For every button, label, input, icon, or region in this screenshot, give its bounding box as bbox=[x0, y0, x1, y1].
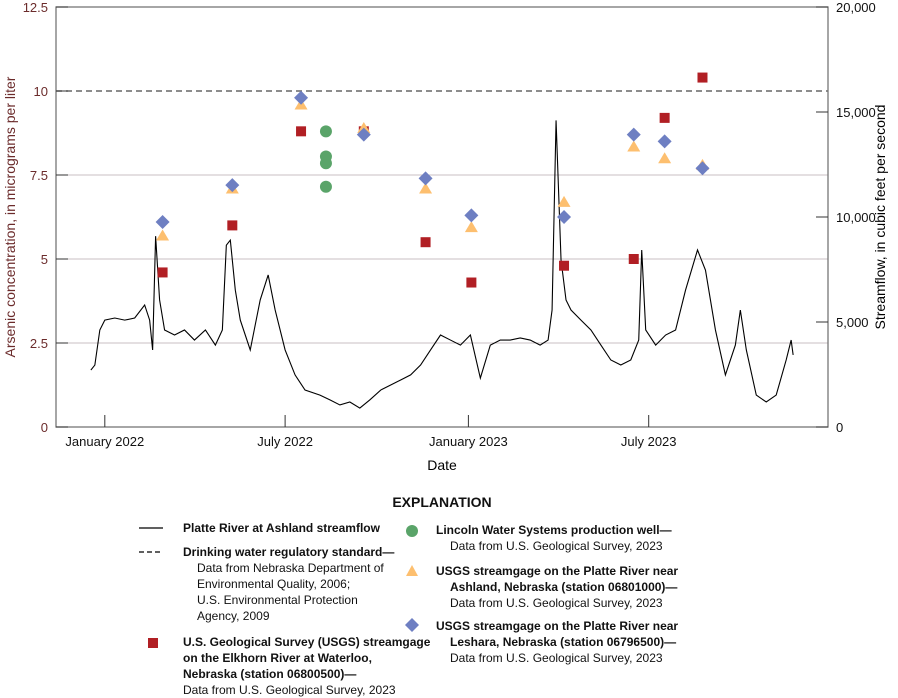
triangle-marker-symbol bbox=[406, 565, 418, 576]
right-axis-tick-label: 10,000 bbox=[836, 210, 876, 225]
lincoln-well-point bbox=[319, 157, 332, 170]
left-axis-tick-label: 12.5 bbox=[23, 0, 48, 15]
legend-elkhorn-source: Data from U.S. Geological Survey, 2023 bbox=[183, 683, 396, 697]
leshara-point bbox=[626, 127, 641, 142]
ashland-point bbox=[627, 140, 641, 152]
left-axis-label: Arsenic concentration, in micrograms per… bbox=[2, 76, 18, 357]
legend-elkhorn-label: U.S. Geological Survey (USGS) streamgage bbox=[183, 635, 431, 649]
leshara-point bbox=[418, 171, 433, 186]
ashland-point bbox=[419, 182, 433, 194]
legend-ashland: USGS streamgage on the Platte River near… bbox=[436, 563, 678, 611]
leshara-point bbox=[225, 178, 240, 193]
legend-ashland-label: Ashland, Nebraska (station 06801000)— bbox=[450, 580, 678, 594]
elkhorn-point bbox=[697, 72, 708, 83]
arsenic-streamflow-chart: 0 2.5 5 7.5 10 12.5 0 5,000 10,000 15,000 20,000 Ja… bbox=[2, 0, 888, 473]
x-axis-label: Date bbox=[427, 457, 457, 473]
elkhorn-point bbox=[296, 126, 307, 137]
legend-elkhorn-label: on the Elkhorn River at Waterloo, bbox=[183, 651, 372, 665]
left-axis-tick-label: 5 bbox=[41, 252, 48, 267]
legend-leshara-source: Data from U.S. Geological Survey, 2023 bbox=[450, 651, 663, 665]
leshara-point bbox=[464, 208, 479, 223]
lincoln-well-point bbox=[319, 180, 332, 193]
x-axis-tick-label: July 2022 bbox=[257, 434, 313, 449]
legend-lincoln-label: Lincoln Water Systems production well— bbox=[436, 523, 672, 537]
left-axis-tick-label: 10 bbox=[34, 84, 48, 99]
left-axis-tick-label: 0 bbox=[41, 420, 48, 435]
legend-streamflow: Platte River at Ashland streamflow bbox=[183, 520, 380, 536]
elkhorn-point bbox=[466, 277, 477, 288]
elkhorn-point bbox=[628, 254, 639, 264]
plot-frame bbox=[55, 6, 829, 428]
legend-standard: Drinking water regulatory standard— Data… bbox=[183, 544, 394, 624]
ashland-point bbox=[464, 221, 478, 233]
legend-elkhorn: U.S. Geological Survey (USGS) streamgage… bbox=[183, 634, 430, 698]
legend-streamflow-label: Platte River at Ashland streamflow bbox=[183, 521, 380, 535]
elkhorn-point bbox=[227, 220, 238, 231]
right-axis-tick-label: 20,000 bbox=[836, 0, 876, 15]
ashland-point bbox=[658, 152, 672, 164]
legend-leshara: USGS streamgage on the Platte River near… bbox=[436, 618, 678, 666]
legend-elkhorn-label: Nebraska (station 06800500)— bbox=[183, 667, 357, 681]
leshara-point bbox=[657, 134, 672, 149]
elkhorn-point bbox=[157, 267, 168, 278]
legend-leshara-label: Leshara, Nebraska (station 06796500)— bbox=[450, 635, 677, 649]
leshara-point bbox=[356, 127, 371, 142]
right-axis-label: Streamflow, in cubic feet per second bbox=[872, 105, 888, 330]
elkhorn-point bbox=[420, 237, 431, 248]
x-axis-tick-label: July 2023 bbox=[621, 434, 677, 449]
elkhorn-point bbox=[659, 112, 670, 123]
right-axis-tick-label: 5,000 bbox=[836, 315, 869, 330]
left-axis-tick-label: 2.5 bbox=[30, 336, 48, 351]
right-axis-tick-label: 15,000 bbox=[836, 105, 876, 120]
legend-ashland-label: USGS streamgage on the Platte River near bbox=[436, 564, 679, 578]
square-marker-symbol bbox=[148, 638, 158, 648]
right-axis-tick-label: 0 bbox=[836, 420, 843, 435]
leshara-point bbox=[155, 215, 170, 230]
legend-leshara-label: USGS streamgage on the Platte River near bbox=[436, 619, 679, 633]
diamond-marker-symbol bbox=[405, 618, 419, 632]
solid-line-symbol bbox=[139, 527, 163, 529]
ashland-point bbox=[357, 121, 371, 133]
x-axis-tick-label: January 2022 bbox=[65, 434, 144, 449]
streamflow-line bbox=[90, 120, 794, 409]
circle-marker-symbol bbox=[406, 525, 418, 537]
legend-standard-label: Drinking water regulatory standard— bbox=[183, 545, 395, 559]
legend-standard-source: U.S. Environmental Protection bbox=[197, 593, 358, 607]
legend-standard-source: Agency, 2009 bbox=[197, 609, 270, 623]
elkhorn-point bbox=[559, 260, 570, 271]
dashed-line-symbol bbox=[139, 551, 163, 553]
x-axis-tick-label: January 2023 bbox=[429, 434, 508, 449]
legend-lincoln-source: Data from U.S. Geological Survey, 2023 bbox=[450, 539, 663, 553]
ashland-point bbox=[156, 229, 170, 241]
legend-ashland-source: Data from U.S. Geological Survey, 2023 bbox=[450, 596, 663, 610]
legend-title: EXPLANATION bbox=[392, 494, 492, 510]
ashland-point bbox=[557, 195, 571, 207]
leshara-point bbox=[557, 210, 572, 224]
legend-standard-source: Environmental Quality, 2006; bbox=[197, 577, 351, 591]
legend-standard-source: Data from Nebraska Department of bbox=[197, 561, 384, 575]
leshara-point bbox=[294, 90, 309, 105]
leshara-point bbox=[695, 161, 710, 176]
legend-lincoln: Lincoln Water Systems production well— D… bbox=[436, 522, 672, 554]
left-axis-tick-label: 7.5 bbox=[30, 168, 48, 183]
lincoln-well-point bbox=[319, 125, 332, 138]
